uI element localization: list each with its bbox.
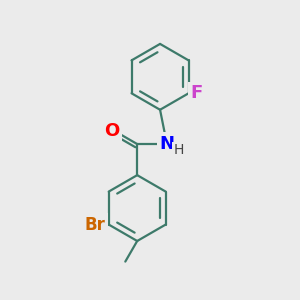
Text: N: N [159, 135, 174, 153]
Text: H: H [173, 143, 184, 158]
Text: O: O [104, 122, 119, 140]
Text: F: F [191, 84, 203, 102]
Text: Br: Br [85, 215, 105, 233]
